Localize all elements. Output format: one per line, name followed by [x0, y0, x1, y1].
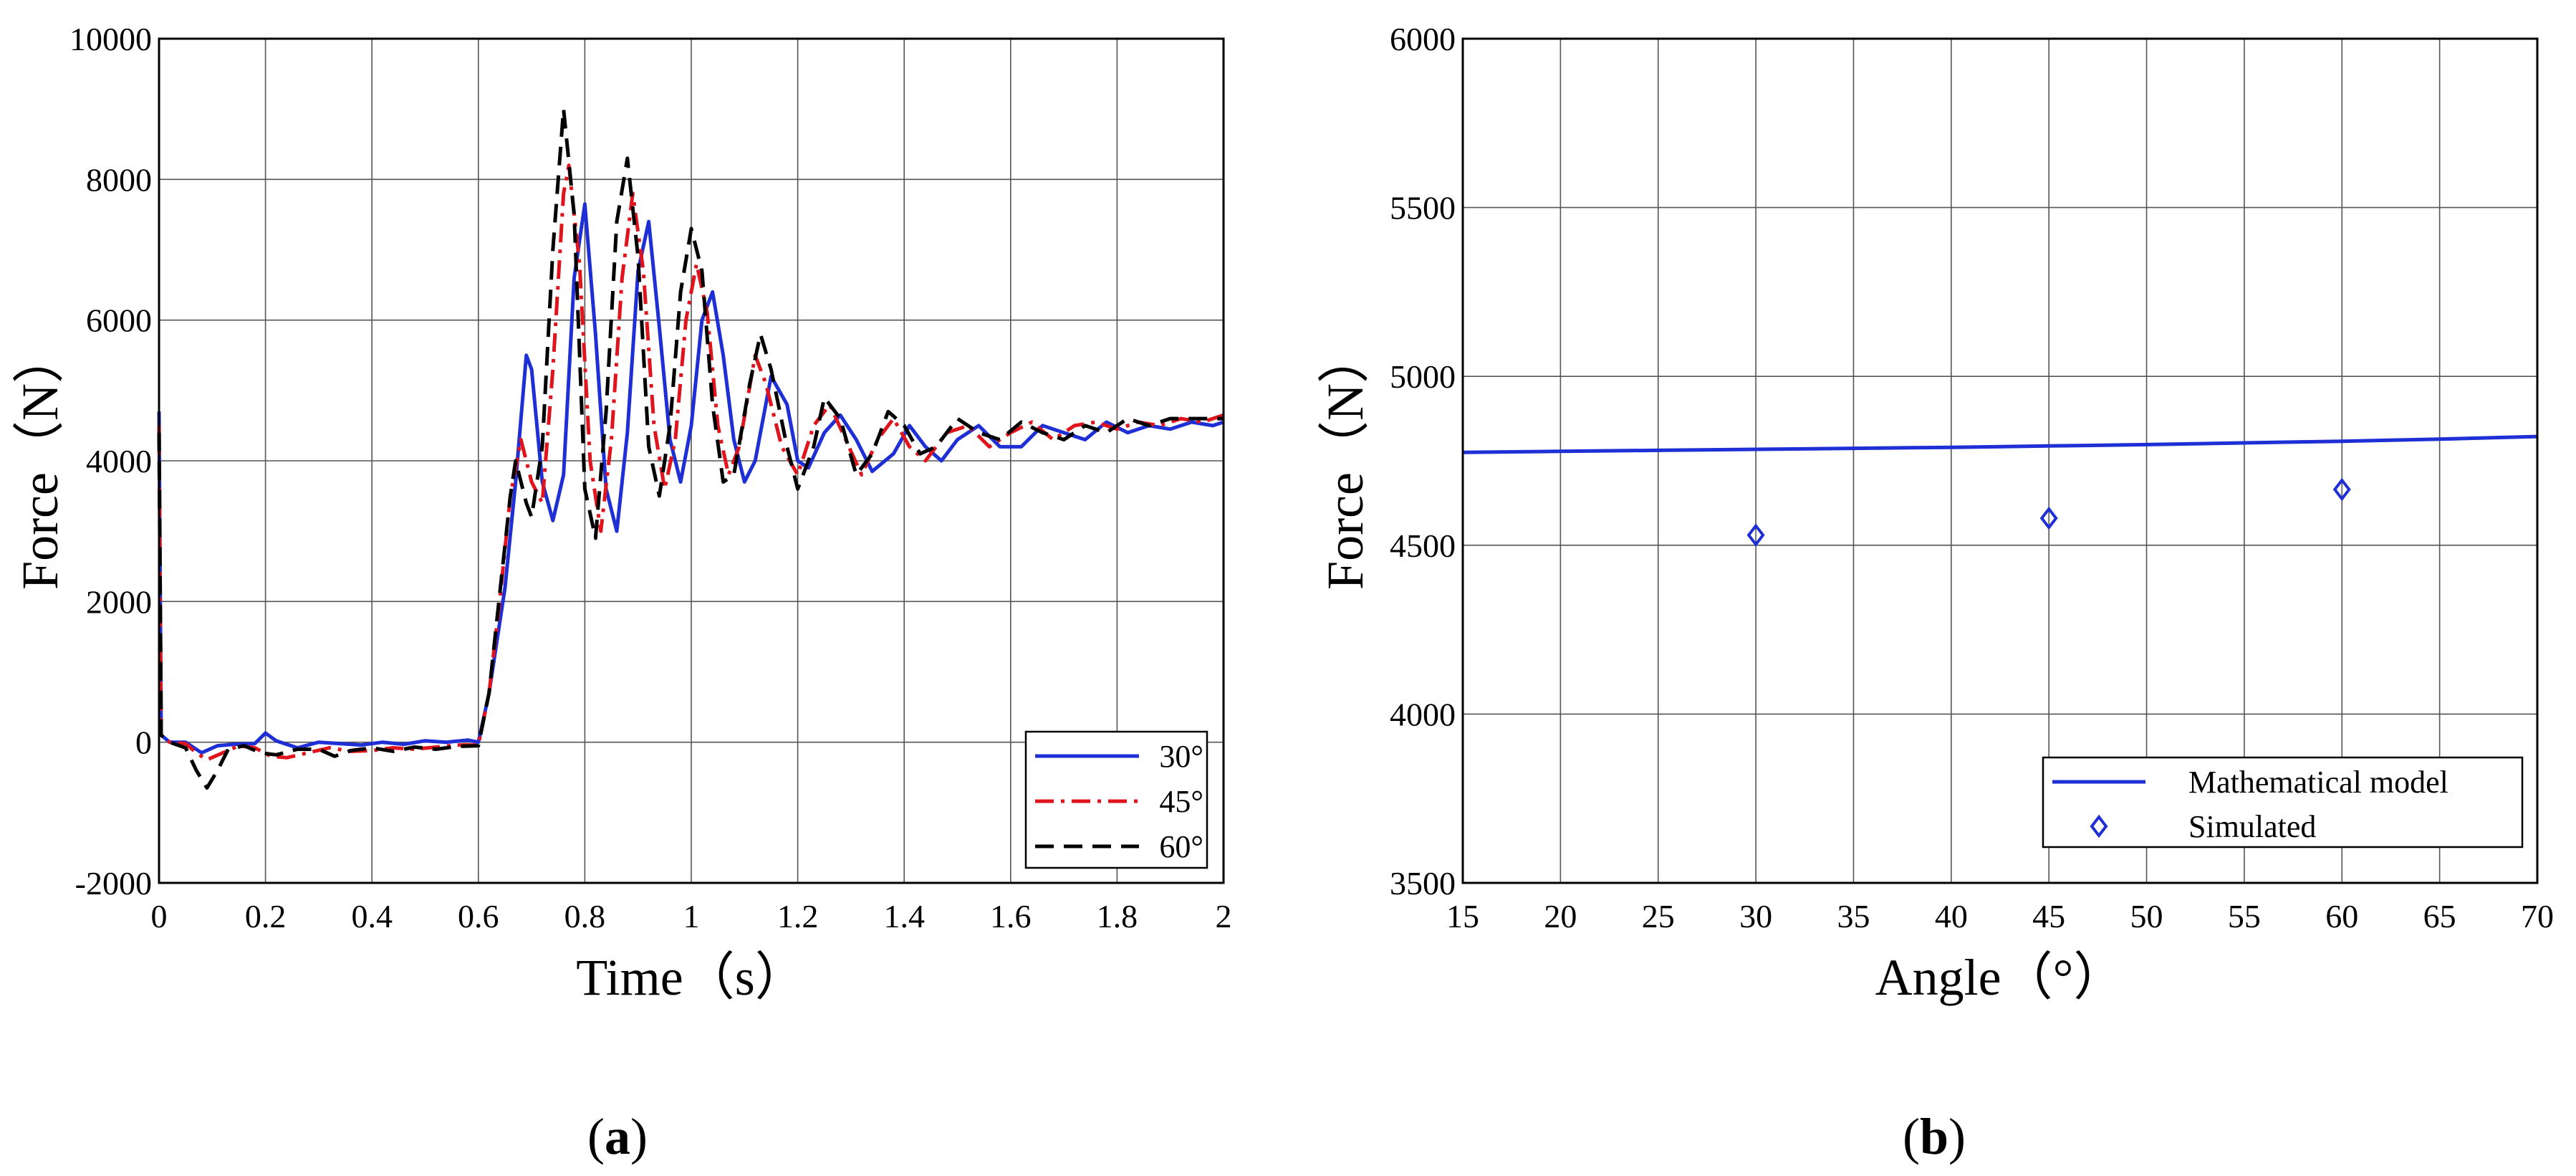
chart-b-legend-box: [2042, 756, 2524, 848]
chart-a-x-tick-label: 0: [151, 898, 168, 934]
chart-b-x-tick-label: 50: [2130, 898, 2163, 934]
chart-a-x-tick-label: 2: [1216, 898, 1232, 934]
chart-b-legend-label: Simulated: [2188, 809, 2316, 844]
chart-b-panel-label: (b): [1903, 1108, 1966, 1165]
chart-a-x-tick-label: 1.8: [1097, 898, 1138, 934]
chart-b-x-tick-label: 35: [1837, 898, 1870, 934]
chart-b-legend: Mathematical model Simulated: [2042, 756, 2524, 848]
chart-a-panel-label-letter: a: [605, 1108, 630, 1165]
chart-b-y-tick-label: 5500: [1390, 190, 1456, 226]
chart-a-x-tick-label: 0.2: [245, 898, 287, 934]
chart-a-y-ticks: -2000 0 2000 4000 6000 8000 10000: [69, 21, 152, 902]
chart-b-x-tick-label: 30: [1739, 898, 1772, 934]
chart-b-legend-marker: [2090, 814, 2108, 838]
chart-a-series: [157, 107, 1224, 790]
chart-b-y-axis-label: Force（N）: [1317, 332, 1374, 590]
chart-b-plot-frame: [1461, 37, 2539, 884]
chart-b-point: [1746, 523, 1765, 547]
chart-b-y-tick-label: 6000: [1390, 21, 1456, 57]
chart-a-y-tick-label: 10000: [69, 21, 152, 57]
chart-a-x-tick-label: 1.2: [777, 898, 819, 934]
chart-b-x-tick-label: 70: [2521, 898, 2554, 934]
chart-b-x-tick-label: 60: [2325, 898, 2358, 934]
chart-b-y-tick-label: 3500: [1390, 865, 1456, 902]
chart-a: 0 0.2 0.4 0.6 0.8 1 1.2 1.4 1.6 1.8 2 -20000200040…: [11, 21, 1232, 1165]
chart-a-y-tick-label: -2000: [75, 865, 152, 902]
chart-b-y-tick-label: 5000: [1390, 358, 1456, 395]
chart-a-panel-label: (a): [587, 1108, 648, 1165]
chart-a-x-tick-label: 0.6: [458, 898, 499, 934]
chart-a-y-tick-label: 6000: [86, 302, 152, 339]
chart-a-legend: 30° 45° 60°: [1024, 730, 1208, 869]
chart-a-x-tick-label: 0.4: [351, 898, 393, 934]
chart-a-y-tick-label: 0: [135, 725, 152, 761]
chart-a-series-line: [157, 107, 1224, 790]
chart-b-point: [2039, 506, 2058, 530]
chart-a-x-axis-label: Time（s）: [576, 949, 806, 1006]
chart-b-point: [2332, 477, 2351, 502]
chart-b-x-tick-label: 65: [2423, 898, 2456, 934]
chart-b-x-tick-label: 25: [1642, 898, 1675, 934]
chart-a-y-tick-label: 8000: [86, 161, 152, 198]
chart-a-panel-label-close: ): [630, 1108, 648, 1165]
chart-a-panel-label-open: (: [587, 1108, 605, 1165]
chart-b-x-axis-label: Angle（°）: [1875, 949, 2125, 1006]
chart-b-panel-label-letter: b: [1920, 1108, 1948, 1165]
chart-a-legend-label: 60°: [1159, 829, 1203, 864]
chart-b-x-ticks: 15 20 25 30 35 40 45 50 55 60 65 70: [1446, 898, 2554, 934]
chart-b-panel-label-open: (: [1903, 1108, 1920, 1165]
chart-b-series-line: [1462, 434, 2538, 454]
chart-a-legend-label: 30°: [1159, 739, 1203, 774]
chart-b-x-tick-label: 15: [1446, 898, 1479, 934]
chart-b-series: [1462, 434, 2538, 547]
chart-a-x-tick-label: 1: [683, 898, 700, 934]
chart-b-x-tick-label: 40: [1935, 898, 1968, 934]
chart-b-legend-label: Mathematical model: [2188, 765, 2448, 800]
chart-b-y-tick-label: 4500: [1390, 527, 1456, 564]
chart-b-panel-label-close: ): [1948, 1108, 1966, 1165]
chart-a-y-tick-label: 4000: [86, 443, 152, 479]
chart-a-legend-label: 45°: [1159, 784, 1203, 819]
chart-a-x-tick-label: 1.4: [883, 898, 925, 934]
chart-b: 15 20 25 30 35 40 45 50 55 60 65 70 3500 4000 4500 500…: [1317, 21, 2554, 1165]
chart-a-series-line: [157, 202, 1224, 755]
chart-b-y-tick-label: 4000: [1390, 696, 1456, 732]
chart-a-y-axis-label: Force（N）: [11, 332, 69, 590]
chart-b-x-tick-label: 45: [2032, 898, 2065, 934]
chart-b-x-tick-label: 55: [2228, 898, 2261, 934]
chart-a-x-tick-label: 1.6: [990, 898, 1032, 934]
chart-a-x-tick-label: 0.8: [564, 898, 606, 934]
chart-b-y-ticks: 3500 4000 4500 5000 5500 6000: [1390, 21, 1456, 902]
chart-a-x-ticks: 0 0.2 0.4 0.6 0.8 1 1.2 1.4 1.6 1.8 2: [151, 898, 1232, 934]
chart-b-grid: [1462, 38, 2538, 884]
chart-a-plot-frame: [158, 37, 1225, 884]
chart-a-y-tick-label: 2000: [86, 583, 152, 620]
chart-b-x-tick-label: 20: [1544, 898, 1577, 934]
